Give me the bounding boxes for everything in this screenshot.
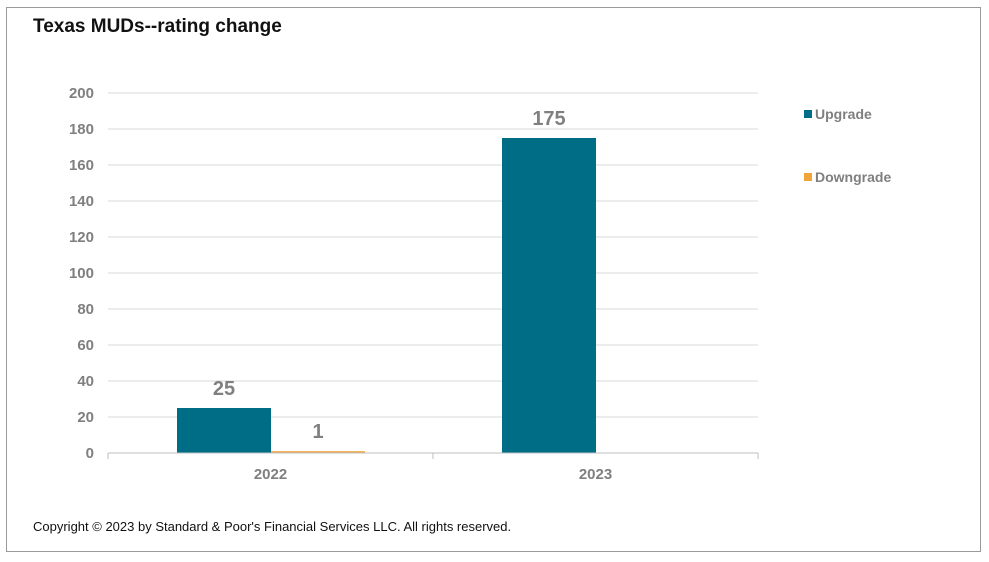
legend-label: Downgrade (815, 169, 892, 185)
bar-upgrade-2023 (502, 138, 596, 453)
y-tick-label: 80 (77, 301, 94, 318)
y-tick-label: 200 (69, 85, 94, 102)
y-tick-label: 140 (69, 193, 94, 210)
y-tick-label: 180 (69, 121, 94, 138)
x-tick-label: 2023 (579, 466, 612, 483)
data-label: 25 (213, 378, 235, 400)
bar-upgrade-2022 (177, 408, 271, 453)
y-tick-label: 160 (69, 157, 94, 174)
y-tick-label: 120 (69, 229, 94, 246)
legend-swatch (804, 173, 812, 181)
legend-item-downgrade: Downgrade (804, 169, 891, 185)
y-tick-label: 60 (77, 337, 94, 354)
copyright-note: Copyright © 2023 by Standard & Poor's Fi… (33, 519, 512, 534)
y-tick-label: 20 (77, 409, 94, 426)
legend-item-upgrade: Upgrade (804, 106, 872, 122)
data-label: 175 (532, 108, 565, 130)
y-tick-label: 0 (86, 445, 94, 462)
y-tick-label: 40 (77, 373, 94, 390)
legend-label: Upgrade (815, 106, 872, 122)
chart-title: Texas MUDs--rating change (33, 16, 282, 37)
chart-frame (6, 7, 981, 552)
data-label: 1 (312, 421, 323, 443)
legend-swatch (804, 110, 812, 118)
bar-downgrade-2022 (271, 451, 365, 453)
y-tick-label: 100 (69, 265, 94, 282)
x-tick-label: 2022 (254, 466, 287, 483)
